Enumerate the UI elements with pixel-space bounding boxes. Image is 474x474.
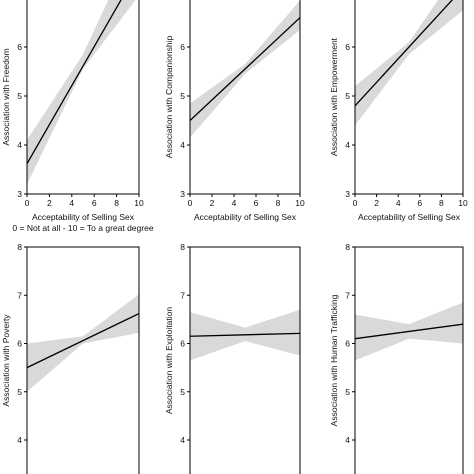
y-tick-label: 5 — [180, 387, 185, 397]
y-tick-label: 4 — [180, 140, 185, 150]
x-tick-label: 10 — [295, 198, 305, 208]
y-axis-title: Association with Companionship — [164, 36, 174, 159]
x-tick-label: 6 — [254, 198, 259, 208]
x-tick-label: 8 — [276, 198, 281, 208]
y-tick-label: 6 — [345, 42, 350, 52]
y-axis-title: Association with Poverty — [1, 314, 11, 407]
x-tick-label: 8 — [114, 198, 119, 208]
x-axis-subtitle: 0 = Not at all - 10 = To a great degree — [12, 223, 153, 233]
y-tick-label: 8 — [180, 242, 185, 252]
confidence-band — [355, 0, 463, 126]
x-axis-title: Acceptability of Selling Sex — [358, 212, 461, 222]
plot-area — [355, 0, 463, 126]
x-tick-label: 10 — [458, 198, 468, 208]
plot-area — [190, 0, 300, 138]
y-tick-label: 6 — [180, 339, 185, 349]
y-axis-title: Association with Exploitation — [164, 307, 174, 415]
y-tick-label: 3 — [345, 189, 350, 199]
plot-area — [27, 0, 136, 185]
y-axis-title: Association with Empowerment — [329, 37, 339, 156]
fit-line — [27, 0, 122, 164]
panel-frame — [26, 246, 140, 474]
confidence-band — [27, 294, 139, 392]
x-tick-label: 6 — [417, 198, 422, 208]
y-tick-label: 5 — [345, 91, 350, 101]
x-tick-label: 0 — [25, 198, 30, 208]
x-tick-label: 4 — [232, 198, 237, 208]
x-tick-label: 2 — [210, 198, 215, 208]
x-tick-label: 2 — [374, 198, 379, 208]
x-tick-label: 4 — [396, 198, 401, 208]
plot-area — [190, 309, 300, 361]
x-axis-title: Acceptability of Selling Sex — [32, 212, 135, 222]
panel-frame — [354, 0, 464, 195]
y-tick-label: 4 — [17, 435, 22, 445]
y-tick-label: 4 — [180, 435, 185, 445]
y-tick-label: 5 — [17, 387, 22, 397]
y-tick-label: 6 — [17, 339, 22, 349]
panel-3: 3 4 5 6 Association with Empowerment 0 2 4 6 8 10 A… — [329, 0, 468, 222]
y-tick-label: 5 — [180, 91, 185, 101]
y-tick-label: 7 — [180, 290, 185, 300]
panel-frame — [26, 0, 140, 195]
x-tick-label: 10 — [134, 198, 144, 208]
y-axis-title: Association with Human Trafficking — [329, 294, 339, 426]
y-tick-label: 7 — [17, 290, 22, 300]
y-tick-label: 7 — [345, 290, 350, 300]
fit-line — [355, 323, 463, 340]
y-tick-label: 8 — [345, 242, 350, 252]
x-tick-label: 0 — [188, 198, 193, 208]
x-tick-label: 8 — [439, 198, 444, 208]
panel-6: 4 5 6 7 8 Association with Human Trafficking — [329, 242, 464, 474]
panel-frame — [189, 0, 301, 195]
y-tick-label: 8 — [17, 242, 22, 252]
fit-line — [355, 0, 454, 107]
plot-area — [355, 302, 463, 361]
y-tick-label: 5 — [17, 91, 22, 101]
panel-frame — [354, 246, 464, 474]
y-tick-label: 6 — [345, 339, 350, 349]
y-tick-label: 3 — [17, 189, 22, 199]
y-tick-label: 4 — [17, 140, 22, 150]
y-tick-label: 5 — [345, 387, 350, 397]
y-tick-label: 6 — [180, 42, 185, 52]
panel-frame — [189, 246, 301, 474]
confidence-band — [27, 0, 136, 185]
y-tick-label: 4 — [345, 435, 350, 445]
y-tick-label: 3 — [180, 189, 185, 199]
fit-line — [190, 17, 300, 121]
fit-line — [27, 312, 139, 369]
panel-1: 3 4 5 6 Association with Freedom 0 2 4 6 8 10 Accep… — [1, 0, 154, 233]
panel-4: 4 5 6 7 8 Association with Poverty — [1, 242, 140, 474]
x-tick-label: 6 — [92, 198, 97, 208]
panel-2: 3 4 5 6 Association with Companionship 0 2 4 6 8 1… — [164, 0, 305, 222]
x-axis-title: Acceptability of Selling Sex — [194, 212, 297, 222]
x-tick-label: 0 — [353, 198, 358, 208]
panel-5: 4 5 6 7 8 Association with Exploitation — [164, 242, 301, 474]
y-axis-title: Association with Freedom — [1, 48, 11, 145]
plot-area — [27, 294, 139, 392]
fit-line — [190, 332, 300, 337]
x-tick-label: 2 — [47, 198, 52, 208]
x-tick-label: 4 — [69, 198, 74, 208]
y-tick-label: 4 — [345, 140, 350, 150]
y-tick-label: 6 — [17, 42, 22, 52]
